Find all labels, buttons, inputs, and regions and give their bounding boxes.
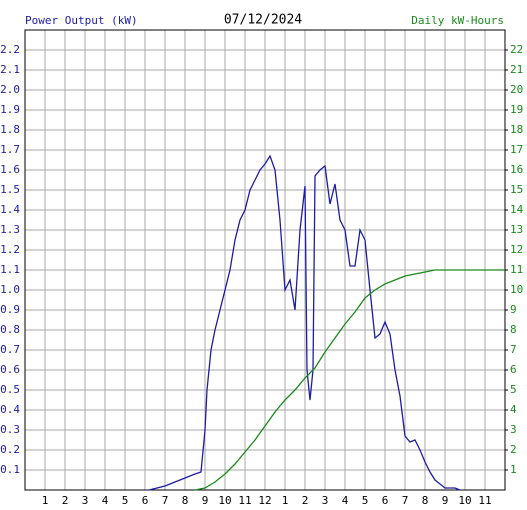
y2-tick-label: 3: [510, 423, 517, 436]
y2-tick-label: 6: [510, 363, 517, 376]
y-tick-label: 1.9: [0, 103, 20, 116]
y2-tick-label: 1: [510, 463, 517, 476]
y-tick-label: 1.3: [0, 223, 20, 236]
chart-title: 07/12/2024: [224, 13, 302, 28]
x-tick-label: 4: [102, 494, 109, 507]
x-tick-label: 2: [62, 494, 69, 507]
x-tick-label: 3: [82, 494, 89, 507]
y-tick-label: 0.6: [0, 363, 20, 376]
y2-tick-label: 10: [510, 283, 523, 296]
y2-tick-label: 9: [510, 303, 517, 316]
series-line: [194, 269, 505, 491]
y2-tick-label: 8: [510, 323, 517, 336]
y2-tick-label: 21: [510, 63, 523, 76]
y-tick-label: 0.5: [0, 383, 20, 396]
y2-tick-label: 20: [510, 83, 523, 96]
y2-tick-label: 11: [510, 263, 523, 276]
y-tick-label: 0.3: [0, 423, 20, 436]
y2-tick-label: 13: [510, 223, 523, 236]
x-tick-label: 10: [458, 494, 471, 507]
y-tick-label: 0.7: [0, 343, 20, 356]
y-tick-label: 1.8: [0, 123, 20, 136]
x-tick-label: 9: [442, 494, 449, 507]
x-tick-label: 9: [202, 494, 209, 507]
x-tick-label: 8: [422, 494, 429, 507]
x-tick-label: 11: [238, 494, 251, 507]
x-tick-label: 2: [302, 494, 309, 507]
y2-tick-label: 18: [510, 123, 523, 136]
y2-tick-label: 16: [510, 163, 523, 176]
x-tick-label: 5: [362, 494, 369, 507]
x-tick-label: 7: [162, 494, 169, 507]
x-tick-label: 3: [322, 494, 329, 507]
x-tick-label: 6: [382, 494, 389, 507]
x-tick-label: 10: [218, 494, 231, 507]
y-tick-label: 0.2: [0, 443, 20, 456]
y-tick-label: 0.1: [0, 463, 20, 476]
y-tick-label: 1.6: [0, 163, 20, 176]
y-tick-label: 0.8: [0, 323, 20, 336]
plot-border: [24, 29, 506, 491]
y2-tick-label: 12: [510, 243, 523, 256]
x-tick-label: 1: [282, 494, 289, 507]
y-tick-label: 1.0: [0, 283, 20, 296]
y2-tick-label: 17: [510, 143, 523, 156]
y-tick-label: 2.0: [0, 83, 20, 96]
y2-tick-label: 22: [510, 43, 523, 56]
y-tick-label: 1.2: [0, 243, 20, 256]
x-tick-label: 12: [258, 494, 271, 507]
y2-tick-label: 14: [510, 203, 524, 216]
y2-tick-label: 5: [510, 383, 517, 396]
y-tick-label: 1.1: [0, 263, 20, 276]
y2-tick-label: 4: [510, 403, 517, 416]
y-tick-label: 1.5: [0, 183, 20, 196]
y-tick-label: 2.1: [0, 63, 20, 76]
y-tick-label: 1.4: [0, 203, 20, 216]
x-tick-label: 5: [122, 494, 129, 507]
x-tick-label: 8: [182, 494, 189, 507]
y2-tick-label: 2: [510, 443, 517, 456]
y2-tick-label: 19: [510, 103, 523, 116]
y-tick-label: 0.9: [0, 303, 20, 316]
x-tick-label: 4: [342, 494, 349, 507]
y-axis-label: Power Output (kW): [25, 14, 138, 27]
y-tick-label: 2.2: [0, 43, 20, 56]
x-tick-label: 6: [142, 494, 149, 507]
y2-tick-label: 7: [510, 343, 517, 356]
y2-tick-label: 15: [510, 183, 523, 196]
x-tick-label: 11: [478, 494, 491, 507]
series-line: [148, 154, 461, 491]
x-tick-label: 1: [42, 494, 49, 507]
y-tick-label: 1.7: [0, 143, 20, 156]
x-tick-label: 7: [402, 494, 409, 507]
y2-axis-label: Daily kW-Hours: [411, 14, 504, 27]
y-tick-label: 0.4: [0, 403, 20, 416]
